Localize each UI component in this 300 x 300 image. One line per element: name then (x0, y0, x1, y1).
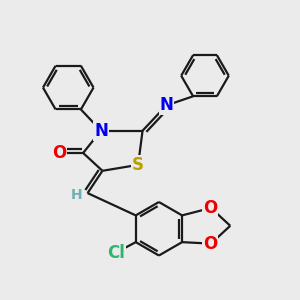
Text: O: O (52, 144, 67, 162)
Text: N: N (159, 96, 173, 114)
Text: S: S (132, 156, 144, 174)
Text: Cl: Cl (107, 244, 125, 262)
Text: N: N (94, 122, 108, 140)
Text: O: O (203, 199, 218, 217)
Text: O: O (203, 235, 218, 253)
Text: H: H (70, 188, 82, 202)
